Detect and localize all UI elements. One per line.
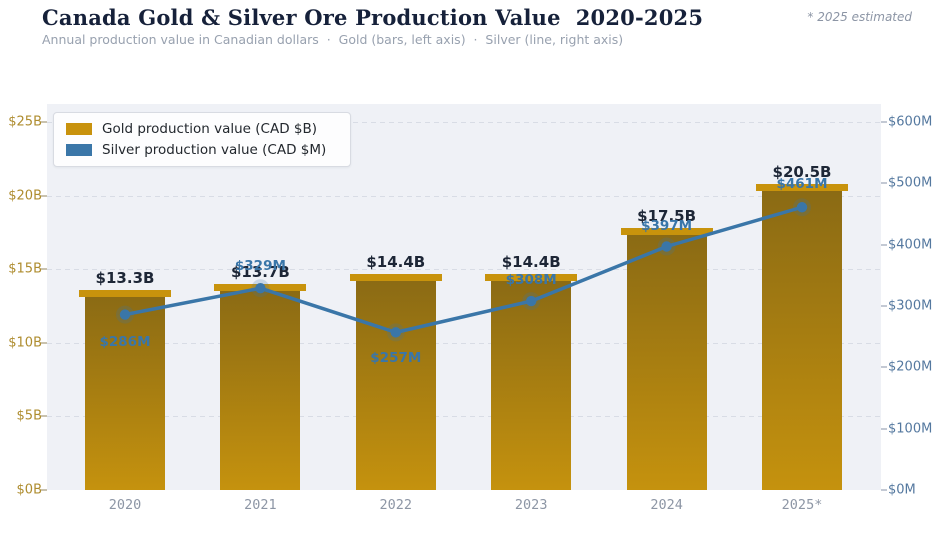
gold-bar xyxy=(762,188,842,490)
gold-bar xyxy=(626,232,707,490)
y-axis-label-right: $200M xyxy=(888,359,933,375)
gold-bar-cap xyxy=(485,274,578,282)
gold-bar xyxy=(220,288,301,490)
gridline xyxy=(47,269,881,271)
silver-point-marker xyxy=(390,327,401,338)
silver-point-marker xyxy=(661,241,672,252)
gold-bar-cap xyxy=(620,228,713,236)
gold-bar-cap xyxy=(79,290,171,298)
silver-point-marker xyxy=(255,283,266,294)
y-axis-tick-left xyxy=(41,121,47,123)
x-axis-label: 2022 xyxy=(379,497,413,513)
legend-box: Gold production value (CAD $B) Silver pr… xyxy=(53,112,351,167)
plot-area xyxy=(47,104,881,490)
gridline xyxy=(47,195,881,197)
silver-point-marker xyxy=(796,202,808,213)
chart-title: Canada Gold & Silver Ore Production Valu… xyxy=(42,5,704,30)
gold-bar xyxy=(355,278,436,490)
x-axis-label: 2024 xyxy=(650,497,683,513)
y-axis-label-right: $600M xyxy=(888,114,933,130)
gold-bar xyxy=(491,278,572,490)
y-axis-tick-left xyxy=(41,415,47,418)
y-axis-tick-right xyxy=(881,182,887,185)
y-axis-tick-left xyxy=(41,489,47,491)
gold-swatch-icon xyxy=(66,123,92,135)
gold-bar-cap xyxy=(756,184,848,192)
y-axis-label-left: $15B xyxy=(8,261,42,277)
estimated-note: * 2025 estimated xyxy=(807,10,912,24)
legend-item-gold: Gold production value (CAD $B) xyxy=(66,121,338,137)
y-axis-label-right: $100M xyxy=(888,421,933,437)
x-axis-label: 2021 xyxy=(244,497,277,513)
y-axis-label-left: $5B xyxy=(16,408,42,424)
legend-label-silver: Silver production value (CAD $M) xyxy=(102,142,327,158)
gridline xyxy=(47,416,881,418)
y-axis-label-right: $300M xyxy=(888,298,933,314)
y-axis-tick-left xyxy=(41,268,47,271)
silver-line xyxy=(123,205,804,335)
gridline xyxy=(47,122,881,123)
y-axis-label-left: $20B xyxy=(8,188,42,204)
silver-swatch-icon xyxy=(66,144,92,156)
silver-point-marker xyxy=(119,309,131,320)
y-axis-label-left: $10B xyxy=(8,335,42,351)
y-axis-tick-right xyxy=(881,366,887,369)
gridline xyxy=(47,342,881,344)
y-axis-tick-left xyxy=(41,341,47,344)
legend-label-gold: Gold production value (CAD $B) xyxy=(102,121,318,137)
x-axis-label: 2023 xyxy=(514,497,548,513)
legend-item-silver: Silver production value (CAD $M) xyxy=(66,142,338,158)
chart-subtitle: Annual production value in Canadian doll… xyxy=(42,32,624,47)
y-axis-tick-right xyxy=(881,427,887,430)
y-axis-tick-right xyxy=(881,489,887,491)
gold-bar-cap xyxy=(349,274,442,282)
y-axis-label-left: $0B xyxy=(16,482,42,498)
y-axis-tick-right xyxy=(881,243,887,246)
silver-point-marker xyxy=(526,295,537,307)
x-axis-label: 2020 xyxy=(108,497,142,513)
y-axis-label-right: $500M xyxy=(888,175,933,191)
y-axis-label-left: $25B xyxy=(8,114,42,130)
y-axis-tick-right xyxy=(881,121,887,123)
y-axis-tick-right xyxy=(881,305,887,307)
y-axis-tick-left xyxy=(41,194,47,197)
y-axis-label-right: $400M xyxy=(888,237,933,253)
x-axis-label: 2025* xyxy=(781,497,823,513)
gold-bar xyxy=(85,294,165,490)
y-axis-label-right: $0M xyxy=(888,482,916,498)
